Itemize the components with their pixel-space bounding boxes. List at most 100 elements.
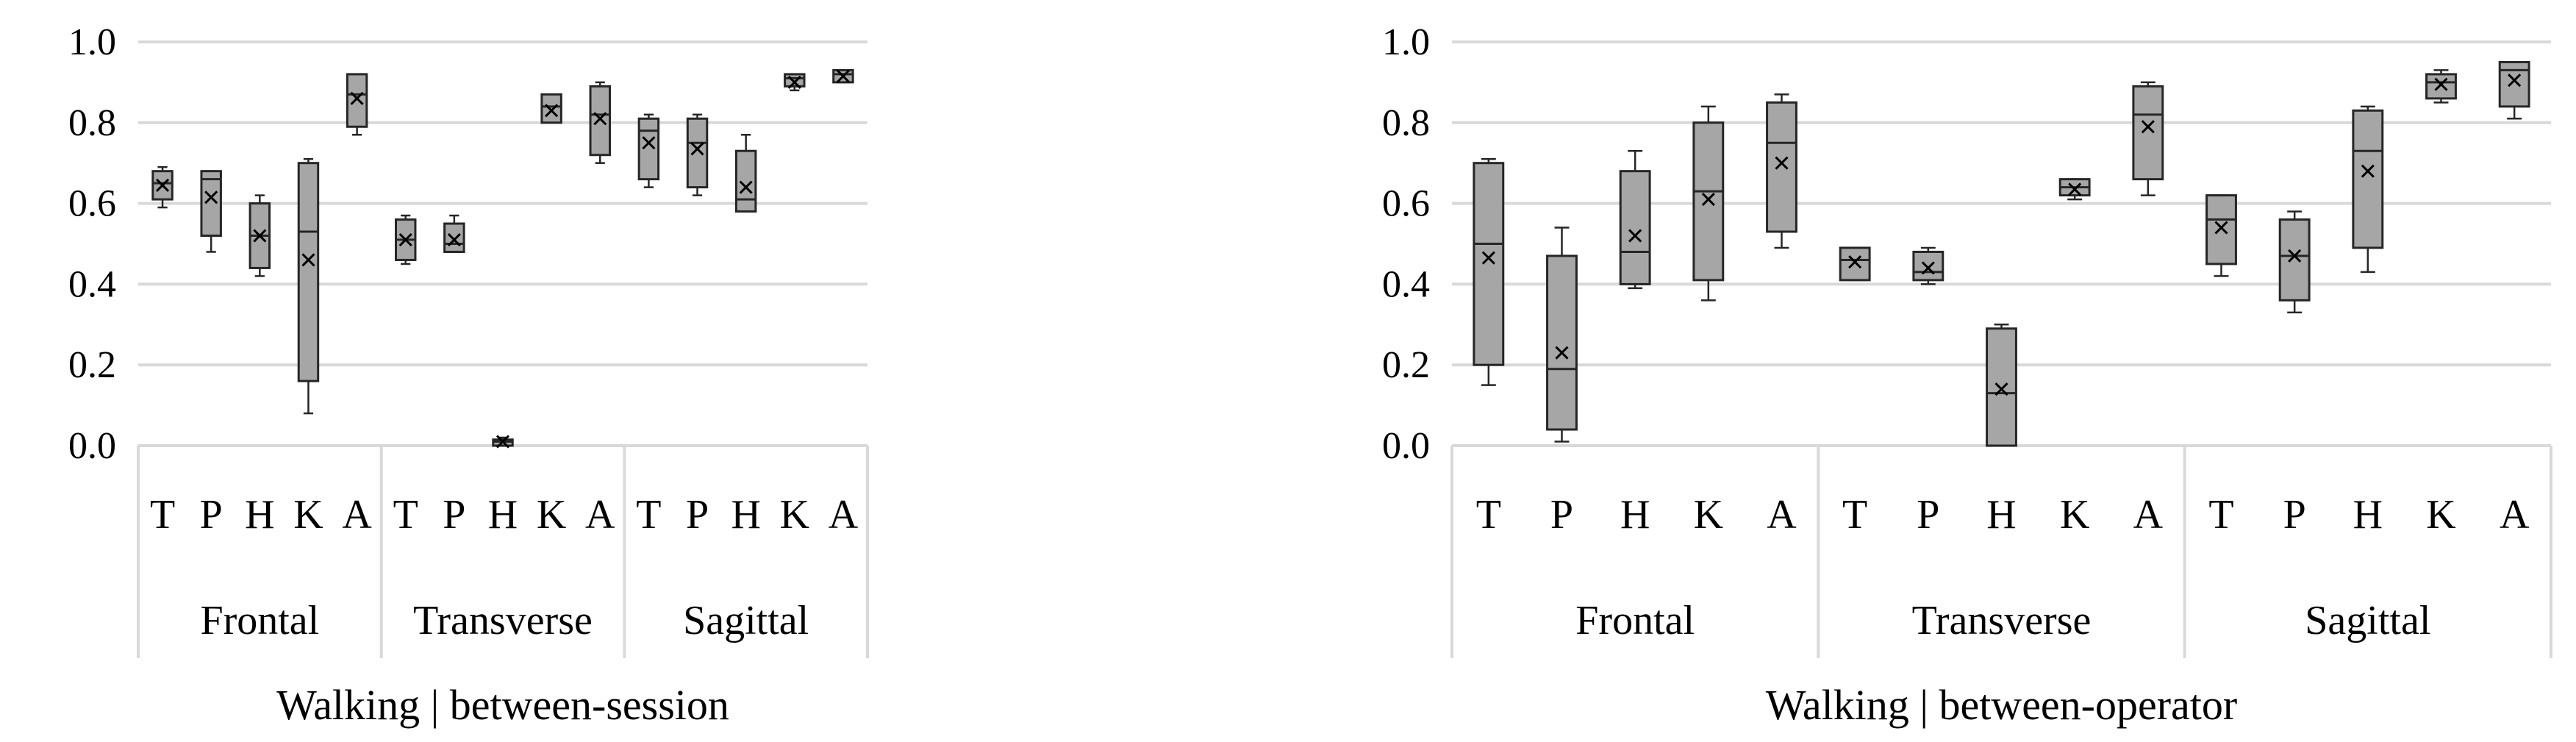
x-tick-label: H (731, 492, 760, 538)
mean-marker-stroke (593, 112, 607, 126)
box-frontal-t (151, 165, 173, 209)
mean-marker-stroke (156, 178, 170, 192)
mean-marker (1848, 255, 1862, 269)
box-body (734, 149, 757, 213)
group-label: Sagittal (683, 598, 809, 643)
box-transverse-h (492, 435, 514, 449)
box-body (2205, 194, 2237, 265)
box-body (1692, 121, 1725, 282)
mean-marker (2361, 164, 2375, 178)
box-transverse-k (540, 93, 562, 124)
mean-marker-stroke (301, 253, 315, 267)
chart-title: Walking | between-operator (1766, 681, 2237, 729)
box-frontal-p (1546, 226, 1578, 443)
box-sagittal-k (784, 73, 806, 92)
x-tick-label: P (1917, 492, 1939, 538)
y-tick-label: 1.0 (1382, 21, 1430, 63)
group-label: Transverse (413, 598, 593, 643)
box-sagittal-p (2278, 210, 2311, 314)
box-sagittal-t (637, 113, 660, 188)
mean-marker-stroke (398, 232, 412, 247)
box-body (2278, 218, 2311, 302)
x-tick-label: K (2426, 492, 2455, 538)
box-transverse-p (1912, 246, 1944, 285)
x-tick-label: K (293, 492, 323, 538)
x-tick-label: A (585, 492, 615, 538)
mean-marker-stroke (1921, 261, 1935, 275)
y-tick-label: 0.0 (68, 425, 116, 467)
x-tick-label: T (2208, 492, 2233, 538)
x-tick-label: H (1986, 492, 2016, 538)
group-label: Frontal (200, 598, 319, 643)
box-body (2498, 60, 2530, 108)
mean-marker-stroke (1555, 346, 1569, 360)
group-label: Transverse (1912, 598, 2092, 643)
box-sagittal-t (2205, 194, 2237, 277)
mean-marker-stroke (447, 232, 461, 247)
x-tick-label: H (1620, 492, 1650, 538)
x-tick-label: T (636, 492, 661, 538)
box-body (1473, 162, 1505, 366)
x-tick-label: P (443, 492, 465, 538)
box-frontal-h (248, 194, 271, 277)
x-tick-label: K (537, 492, 566, 538)
mean-marker (787, 75, 801, 89)
y-tick-label: 0.8 (1382, 102, 1430, 144)
mean-marker-stroke (204, 190, 218, 204)
box-transverse-t (1839, 246, 1871, 282)
mean-marker (2214, 221, 2228, 235)
mean-marker (2434, 77, 2448, 91)
y-tick-label: 0.6 (1382, 183, 1430, 225)
y-tick-label: 0.6 (68, 183, 116, 225)
mean-marker-stroke (2361, 164, 2375, 178)
mean-marker-stroke (1628, 229, 1642, 243)
mean-marker (301, 253, 315, 267)
x-tick-label: H (488, 492, 518, 538)
mean-marker (1775, 156, 1789, 170)
box-frontal-t (1473, 157, 1505, 386)
y-tick-label: 1.0 (68, 21, 116, 63)
mean-marker (2141, 120, 2155, 134)
box-body (784, 73, 806, 88)
x-tick-label: A (829, 492, 859, 538)
mean-marker-stroke (253, 229, 267, 243)
mean-marker-stroke (1994, 382, 2008, 396)
mean-marker-stroke (1848, 255, 1862, 269)
box-sagittal-k (2425, 69, 2457, 104)
box-sagittal-p (686, 113, 709, 196)
mean-marker-stroke (739, 180, 753, 194)
x-tick-label: T (1476, 492, 1501, 538)
mean-marker (447, 232, 461, 247)
box-body (540, 93, 562, 124)
mean-marker-stroke (2141, 120, 2155, 134)
box-transverse-p (443, 214, 465, 253)
box-body (200, 170, 222, 238)
box-frontal-k (297, 157, 320, 415)
group-label: Sagittal (2305, 598, 2430, 643)
mean-marker (1994, 382, 2008, 396)
box-body (346, 73, 368, 128)
box-body (686, 117, 709, 189)
box-body (1912, 250, 1944, 282)
mean-marker (1481, 251, 1495, 265)
mean-marker-stroke (1481, 251, 1495, 265)
mean-marker (1628, 229, 1642, 243)
mean-marker-stroke (1775, 156, 1789, 170)
mean-marker-stroke (2434, 77, 2448, 91)
mean-marker (836, 69, 850, 83)
mean-marker-stroke (2068, 182, 2082, 196)
x-tick-label: P (200, 492, 223, 538)
box-frontal-h (1619, 149, 1651, 290)
mean-marker-stroke (545, 104, 559, 118)
x-tick-label: T (1842, 492, 1867, 538)
y-tick-label: 0.8 (68, 102, 116, 144)
box-body (637, 117, 660, 181)
mean-marker (2288, 249, 2302, 263)
box-frontal-a (1766, 93, 1797, 249)
box-body (2132, 85, 2164, 181)
x-tick-label: K (1694, 492, 1723, 538)
mean-marker-stroke (2508, 74, 2522, 88)
x-tick-label: T (150, 492, 175, 538)
